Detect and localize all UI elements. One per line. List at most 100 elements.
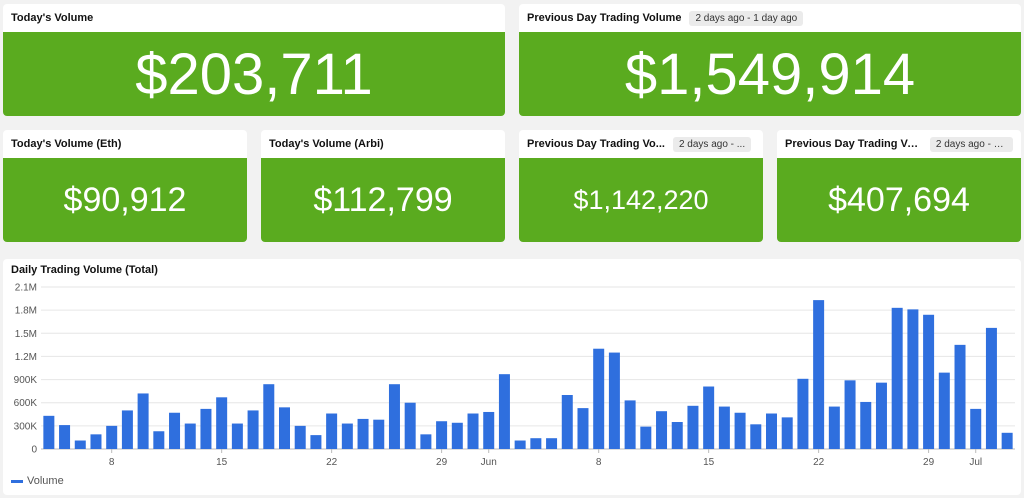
chart-title: Daily Trading Volume (Total) <box>11 264 158 276</box>
date-range-badge[interactable]: 2 days ago - ... <box>672 136 752 152</box>
x-tick-label: Jul <box>969 457 982 468</box>
volume-bar[interactable] <box>813 300 825 449</box>
volume-bar[interactable] <box>90 434 102 449</box>
card-header: Today's Volume (Eth) <box>3 130 247 158</box>
y-tick-label: 900K <box>14 375 38 386</box>
volume-bar[interactable] <box>891 307 903 449</box>
card-header: Previous Day Trading Volume 2 days ago -… <box>519 4 1021 32</box>
volume-bar[interactable] <box>373 419 385 449</box>
volume-bar[interactable] <box>797 378 809 449</box>
todays-volume-arbi-card: Today's Volume (Arbi) $112,799 <box>261 130 505 242</box>
value-tile: $203,711 <box>3 32 505 116</box>
value-tile: $112,799 <box>261 158 505 242</box>
card-title: Previous Day Trading Vo... <box>785 138 922 150</box>
volume-bar[interactable] <box>137 393 149 449</box>
volume-bar[interactable] <box>561 395 573 449</box>
volume-bar[interactable] <box>875 382 887 449</box>
volume-bar[interactable] <box>624 400 636 449</box>
card-header: Today's Volume (Arbi) <box>261 130 505 158</box>
volume-bar[interactable] <box>106 425 118 449</box>
y-tick-label: 300K <box>14 421 38 432</box>
volume-bar[interactable] <box>436 421 448 449</box>
previous-day-volume-arbi-card: Previous Day Trading Vo... 2 days ago - … <box>777 130 1021 242</box>
volume-bar[interactable] <box>121 410 133 449</box>
volume-bar[interactable] <box>263 384 275 449</box>
daily-trading-volume-chart[interactable]: 0 300K 600K 900K 1.2M 1.5M 1.8M 2.1M 8 15 22 29 Jun 8… <box>3 281 1021 493</box>
volume-bar[interactable] <box>498 374 510 449</box>
volume-bar[interactable] <box>577 408 589 449</box>
volume-bar[interactable] <box>231 423 243 449</box>
volume-bar[interactable] <box>467 413 479 449</box>
volume-bar[interactable] <box>216 397 228 449</box>
date-range-badge[interactable]: 2 days ago - 1 day ago <box>689 10 804 26</box>
volume-bar[interactable] <box>483 411 495 449</box>
volume-bar[interactable] <box>546 438 558 449</box>
volume-bar[interactable] <box>420 434 432 449</box>
x-tick-label: Jun <box>481 457 497 468</box>
value-tile: $407,694 <box>777 158 1021 242</box>
legend-swatch <box>11 479 23 483</box>
volume-bar[interactable] <box>247 410 259 449</box>
volume-bar[interactable] <box>703 386 715 449</box>
volume-bar[interactable] <box>844 380 856 449</box>
y-tick-label: 0 <box>31 445 37 456</box>
volume-bar[interactable] <box>734 412 746 449</box>
volume-bar[interactable] <box>954 344 966 449</box>
legend-label: Volume <box>27 475 64 487</box>
volume-bar[interactable] <box>860 401 872 449</box>
y-tick-label: 1.2M <box>15 352 37 363</box>
volume-bar[interactable] <box>294 425 306 449</box>
volume-bar[interactable] <box>1001 432 1013 449</box>
volume-bar[interactable] <box>985 327 997 449</box>
volume-bar[interactable] <box>326 413 338 449</box>
chart-legend[interactable]: Volume <box>11 475 64 487</box>
volume-bar[interactable] <box>451 422 463 449</box>
volume-bar[interactable] <box>200 408 212 449</box>
card-title: Today's Volume (Arbi) <box>269 138 384 150</box>
volume-bar[interactable] <box>970 408 982 449</box>
previous-day-volume-arbi-value: $407,694 <box>828 180 970 219</box>
volume-bar[interactable] <box>310 435 322 449</box>
volume-bar[interactable] <box>640 426 652 449</box>
todays-volume-eth-card: Today's Volume (Eth) $90,912 <box>3 130 247 242</box>
previous-day-volume-eth-value: $1,142,220 <box>573 184 709 215</box>
x-tick-label: 8 <box>109 457 115 468</box>
volume-bar[interactable] <box>169 412 181 449</box>
volume-bar[interactable] <box>59 425 71 449</box>
volume-bar[interactable] <box>656 411 668 449</box>
volume-bar[interactable] <box>279 407 290 449</box>
volume-bar[interactable] <box>593 348 605 449</box>
volume-bar[interactable] <box>750 424 762 449</box>
volume-bar[interactable] <box>687 405 699 449</box>
todays-volume-eth-value: $90,912 <box>63 180 187 219</box>
volume-bar[interactable] <box>184 423 196 449</box>
card-title: Previous Day Trading Volume <box>527 12 682 24</box>
volume-bar[interactable] <box>781 417 793 449</box>
volume-bar[interactable] <box>828 406 840 449</box>
card-title: Previous Day Trading Vo... <box>527 138 665 150</box>
volume-bar[interactable] <box>357 418 369 449</box>
card-header: Today's Volume <box>3 4 505 32</box>
todays-volume-arbi-value: $112,799 <box>313 180 453 219</box>
daily-trading-volume-chart-card: Daily Trading Volume (Total) 0 300K 600K 90… <box>3 259 1021 495</box>
volume-bar[interactable] <box>718 406 730 449</box>
volume-bar[interactable] <box>153 431 165 449</box>
volume-bar[interactable] <box>514 440 526 449</box>
volume-bar[interactable] <box>923 314 935 449</box>
volume-bar[interactable] <box>671 422 683 449</box>
volume-bar[interactable] <box>404 402 416 449</box>
volume-bar[interactable] <box>341 423 353 449</box>
volume-bar[interactable] <box>74 440 86 449</box>
volume-bar[interactable] <box>907 309 919 449</box>
volume-bar[interactable] <box>608 352 620 449</box>
volume-bar[interactable] <box>388 384 400 449</box>
volume-bar[interactable] <box>766 413 777 449</box>
value-tile: $1,142,220 <box>519 158 763 242</box>
volume-bar[interactable] <box>530 438 542 449</box>
card-title: Today's Volume <box>11 12 94 24</box>
volume-bar[interactable] <box>938 372 950 449</box>
card-title: Today's Volume (Eth) <box>11 138 122 150</box>
date-range-badge[interactable]: 2 days ago - 1... <box>929 136 1013 152</box>
y-tick-label: 1.8M <box>15 306 37 317</box>
volume-bar[interactable] <box>43 415 55 449</box>
